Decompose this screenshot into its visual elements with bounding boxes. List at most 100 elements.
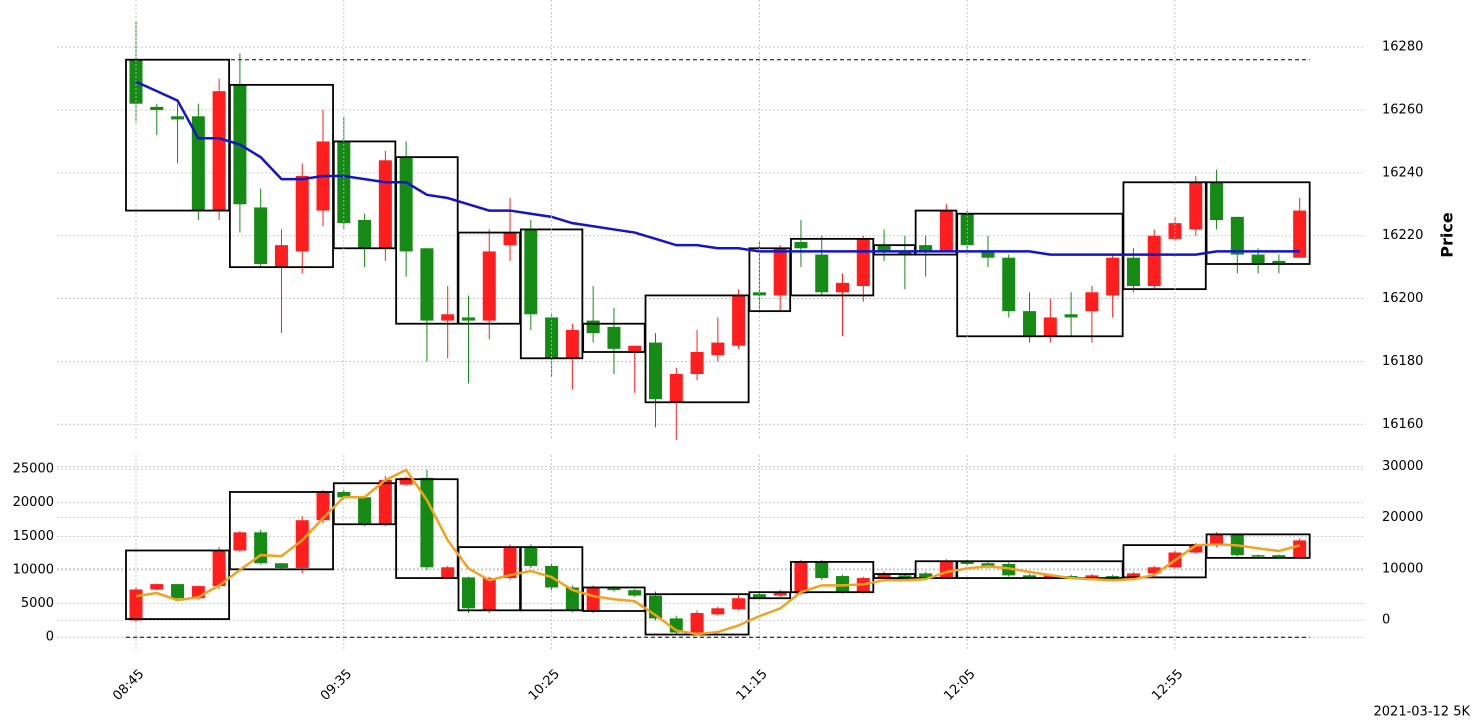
- candle-body: [399, 477, 413, 485]
- candle-body: [607, 587, 621, 591]
- candle-body: [378, 479, 392, 525]
- candle-body: [1085, 292, 1099, 312]
- candle-body: [358, 497, 372, 525]
- x-tick-label: 12:55: [1149, 667, 1186, 704]
- candle-body: [1023, 575, 1037, 579]
- candle-body: [1106, 576, 1120, 579]
- candle-body: [628, 590, 642, 596]
- candle-body: [1106, 257, 1120, 296]
- candle-body: [316, 491, 330, 521]
- candle-body: [524, 229, 538, 315]
- y2-tick-label: 30000: [1382, 459, 1423, 474]
- candle-body: [378, 160, 392, 249]
- candle-body: [711, 342, 725, 356]
- x-tick-label: 09:35: [318, 667, 355, 704]
- y-tick-label: 0: [46, 630, 54, 645]
- y-tick-label: 16220: [1382, 228, 1423, 243]
- range-box: [125, 549, 231, 620]
- y2-tick-label: 10000: [1382, 561, 1423, 576]
- candle-body: [233, 532, 247, 551]
- range-box: [519, 546, 584, 612]
- candle-body: [1064, 314, 1078, 318]
- y-tick-label: 10000: [13, 562, 54, 577]
- candle-body: [1189, 182, 1203, 230]
- candle-body: [1043, 575, 1057, 579]
- candle-body: [1251, 254, 1265, 264]
- range-box: [228, 491, 334, 571]
- candle-body: [565, 587, 579, 611]
- candle-body: [524, 547, 538, 566]
- candle-body: [1168, 223, 1182, 239]
- candle-body: [607, 326, 621, 349]
- y-tick-label: 16240: [1382, 165, 1423, 180]
- candle-body: [1293, 540, 1307, 558]
- candle-body: [503, 232, 517, 246]
- candle-body: [794, 561, 808, 594]
- candle-body: [898, 575, 912, 579]
- candle-body: [669, 374, 683, 403]
- candle-body: [732, 295, 746, 346]
- indicator-line: [135, 468, 1301, 636]
- candle-body: [212, 550, 226, 587]
- x-tick-label: 11:15: [734, 667, 771, 704]
- range-box: [644, 294, 750, 404]
- candle-body: [1189, 545, 1203, 553]
- range-box: [395, 478, 459, 579]
- candle-body: [420, 248, 434, 321]
- candle-body: [1126, 573, 1140, 578]
- y-tick-label: 16200: [1382, 291, 1423, 306]
- candle-body: [1251, 555, 1265, 557]
- candle-body: [399, 157, 413, 252]
- candle-body: [815, 254, 829, 293]
- x-tick-label: 08:45: [110, 667, 147, 704]
- x-tick-label: 10:25: [526, 667, 563, 704]
- candle-body: [1023, 311, 1037, 337]
- candle-body: [1272, 555, 1286, 558]
- candle-body: [274, 245, 288, 268]
- y-axis-label: Price: [1438, 212, 1457, 258]
- candle-body: [586, 587, 600, 611]
- y2-tick-label: 0: [1382, 613, 1390, 628]
- candle-body: [877, 245, 891, 252]
- candle-body: [358, 220, 372, 249]
- candle-body: [129, 589, 143, 621]
- y-tick-label: 16280: [1382, 40, 1423, 55]
- candle-body: [1043, 317, 1057, 337]
- candle-body: [150, 584, 164, 590]
- candle-body: [919, 573, 933, 578]
- candle-body: [274, 563, 288, 568]
- candle-body: [441, 314, 455, 321]
- candle-body: [1147, 235, 1161, 286]
- candle-body: [856, 238, 870, 286]
- candle-body: [191, 116, 205, 211]
- candle-body: [732, 598, 746, 609]
- candle-body: [836, 576, 850, 592]
- range-box: [790, 237, 875, 297]
- range-box: [1205, 533, 1311, 559]
- candle-body: [628, 345, 642, 352]
- y-tick-label: 15000: [13, 529, 54, 544]
- y-tick-label: 16180: [1382, 354, 1423, 369]
- candle-body: [1126, 257, 1140, 286]
- candle-body: [171, 584, 185, 599]
- candle-body: [773, 248, 787, 296]
- y2-tick-label: 20000: [1382, 510, 1423, 525]
- candle-body: [919, 245, 933, 252]
- candle-body: [461, 577, 475, 609]
- candle-body: [461, 317, 475, 321]
- candle-body: [586, 320, 600, 334]
- range-box: [1122, 544, 1207, 579]
- candle-body: [877, 573, 891, 579]
- candle-body: [649, 342, 662, 400]
- candle-body: [690, 352, 704, 374]
- candle-body: [565, 330, 579, 359]
- x-tick-label: 12:05: [941, 667, 978, 704]
- y-tick-label: 16160: [1382, 417, 1423, 432]
- candle-body: [939, 210, 953, 252]
- y-tick-label: 5000: [21, 596, 54, 611]
- candle-body: [898, 251, 912, 255]
- candle-body: [171, 116, 185, 120]
- y-tick-label: 20000: [13, 495, 54, 510]
- range-box: [1205, 181, 1311, 265]
- candle-body: [295, 520, 309, 568]
